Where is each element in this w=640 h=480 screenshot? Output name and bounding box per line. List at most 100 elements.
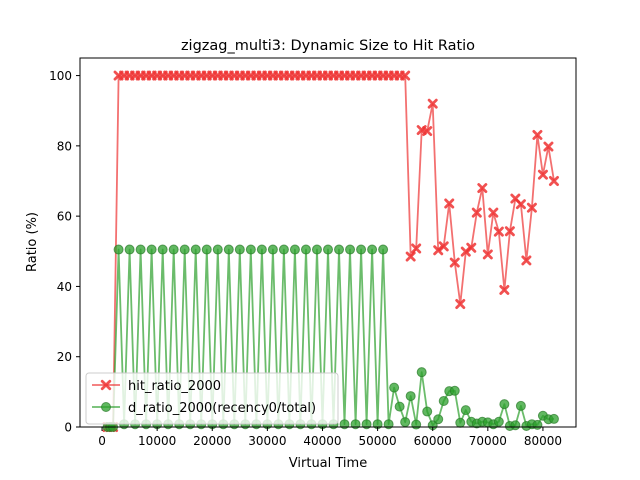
point-d-ratio	[179, 244, 190, 255]
point-d-ratio	[510, 420, 521, 431]
point-d-ratio	[394, 401, 405, 412]
y-tick-label: 100	[49, 69, 72, 83]
point-d-ratio	[493, 416, 504, 427]
point-d-ratio	[339, 419, 350, 430]
point-hit-ratio	[422, 126, 433, 137]
point-d-ratio	[146, 244, 157, 255]
point-d-ratio	[361, 419, 372, 430]
point-d-ratio	[389, 382, 400, 393]
point-hit-ratio	[466, 242, 477, 253]
point-hit-ratio	[515, 199, 526, 210]
y-tick-label: 20	[57, 350, 72, 364]
point-d-ratio	[350, 419, 361, 430]
point-hit-ratio	[543, 141, 554, 152]
point-d-ratio	[323, 244, 333, 255]
point-hit-ratio	[455, 299, 466, 309]
x-tick-label: 60000	[414, 434, 452, 448]
point-d-ratio	[245, 244, 256, 255]
point-d-ratio	[234, 244, 245, 255]
point-d-ratio	[345, 244, 356, 255]
point-hit-ratio	[548, 176, 559, 186]
plot-frame	[79, 57, 577, 428]
point-d-ratio	[411, 419, 422, 430]
point-d-ratio	[113, 244, 124, 255]
point-hit-ratio	[405, 251, 416, 262]
point-hit-ratio	[471, 207, 482, 218]
point-hit-ratio	[400, 70, 411, 81]
point-d-ratio	[267, 244, 278, 255]
point-d-ratio	[449, 385, 460, 396]
point-d-ratio	[515, 400, 526, 411]
point-d-ratio	[135, 244, 146, 255]
point-hit-ratio	[488, 207, 499, 218]
point-d-ratio	[438, 395, 449, 406]
point-d-ratio	[405, 391, 416, 402]
point-d-ratio	[422, 406, 433, 417]
legend-label-d: d_ratio_2000(recency0/total)	[128, 401, 316, 416]
point-hit-ratio	[477, 183, 488, 194]
x-tick-label: 20000	[193, 434, 231, 448]
y-axis: 0 20 40 60 80 100	[49, 69, 80, 435]
point-d-ratio	[124, 244, 135, 255]
x-axis: 0 10000 20000 30000 40000 50000 60000 70000 8000…	[98, 427, 562, 448]
point-d-ratio	[300, 244, 311, 255]
point-d-ratio	[378, 244, 389, 255]
point-hit-ratio	[504, 226, 515, 237]
x-tick-label: 80000	[524, 434, 562, 448]
y-tick-label: 40	[57, 280, 72, 294]
x-tick-label: 10000	[138, 434, 176, 448]
point-d-ratio	[400, 417, 411, 428]
legend-swatch-hit-marker	[100, 379, 112, 391]
point-hit-ratio	[427, 98, 438, 109]
point-hit-ratio	[493, 226, 504, 237]
point-hit-ratio	[449, 257, 460, 268]
point-hit-ratio	[526, 202, 537, 213]
point-d-ratio	[223, 244, 234, 255]
y-axis-label: Ratio (%)	[25, 212, 40, 272]
point-hit-ratio	[482, 249, 493, 260]
point-d-ratio	[212, 244, 223, 255]
x-tick-label: 70000	[469, 434, 507, 448]
y-tick-label: 80	[57, 139, 72, 153]
point-d-ratio	[256, 244, 267, 255]
legend: hit_ratio_2000 d_ratio_2000(recency0/tot…	[85, 372, 339, 425]
point-hit-ratio	[444, 198, 455, 209]
point-d-ratio	[383, 419, 394, 430]
point-d-ratio	[201, 244, 212, 255]
point-d-ratio	[433, 414, 444, 425]
y-tick-label: 0	[64, 421, 72, 435]
chart-title: zigzag_multi3: Dynamic Size to Hit Ratio	[181, 38, 475, 54]
legend-label-hit: hit_ratio_2000	[128, 379, 221, 394]
point-hit-ratio	[521, 255, 532, 266]
point-d-ratio	[311, 244, 322, 255]
point-hit-ratio	[499, 284, 510, 295]
series-hit-ratio	[102, 70, 559, 432]
point-d-ratio	[455, 417, 466, 428]
point-d-ratio	[460, 405, 471, 416]
point-d-ratio	[168, 244, 179, 255]
point-d-ratio	[416, 367, 427, 378]
legend-swatch-d-marker	[101, 402, 111, 412]
point-d-ratio	[532, 419, 543, 430]
point-hit-ratio	[537, 169, 548, 180]
x-tick-label: 30000	[248, 434, 286, 448]
point-d-ratio	[190, 244, 201, 255]
point-d-ratio	[157, 244, 168, 255]
legend-box	[85, 372, 339, 425]
point-d-ratio	[356, 244, 367, 255]
point-hit-ratio	[438, 241, 449, 252]
y-tick-label: 60	[57, 210, 72, 224]
point-hit-ratio	[532, 129, 543, 140]
point-d-ratio	[334, 244, 345, 255]
x-tick-label: 50000	[359, 434, 397, 448]
point-d-ratio	[367, 244, 378, 255]
x-tick-label: 0	[98, 434, 106, 448]
point-d-ratio	[548, 413, 559, 424]
x-tick-label: 40000	[303, 434, 341, 448]
point-d-ratio	[278, 244, 289, 255]
point-d-ratio	[499, 399, 510, 410]
point-hit-ratio	[411, 243, 422, 254]
x-axis-label: Virtual Time	[289, 456, 367, 471]
point-d-ratio	[289, 244, 300, 255]
